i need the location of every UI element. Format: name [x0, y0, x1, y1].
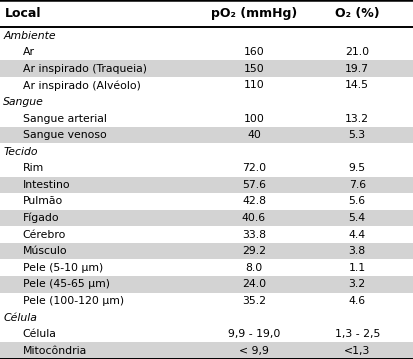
Text: Ambiente: Ambiente	[3, 31, 56, 41]
Text: Rim: Rim	[23, 163, 44, 173]
Text: 57.6: 57.6	[242, 180, 266, 190]
Text: pO₂ (mmHg): pO₂ (mmHg)	[211, 7, 297, 20]
Text: 160: 160	[244, 47, 264, 57]
Text: 19.7: 19.7	[345, 64, 369, 74]
Text: 21.0: 21.0	[345, 47, 369, 57]
Text: 42.8: 42.8	[242, 196, 266, 206]
Text: 3.8: 3.8	[349, 246, 366, 256]
Text: 8.0: 8.0	[245, 263, 263, 273]
Text: Sangue venoso: Sangue venoso	[23, 130, 107, 140]
Text: 9.5: 9.5	[349, 163, 366, 173]
Text: <1,3: <1,3	[344, 346, 370, 356]
Text: < 9,9: < 9,9	[239, 346, 269, 356]
Text: Fígado: Fígado	[23, 213, 59, 223]
Text: Pulmão: Pulmão	[23, 196, 63, 206]
Text: 4.6: 4.6	[349, 296, 366, 306]
Text: Tecido: Tecido	[3, 147, 38, 157]
Text: 72.0: 72.0	[242, 163, 266, 173]
Text: 35.2: 35.2	[242, 296, 266, 306]
Text: 5.3: 5.3	[349, 130, 366, 140]
Text: 40.6: 40.6	[242, 213, 266, 223]
Bar	[0, 60, 413, 77]
Bar	[0, 127, 413, 143]
Text: 150: 150	[244, 64, 264, 74]
Text: Sangue: Sangue	[3, 97, 44, 107]
Text: Músculo: Músculo	[23, 246, 67, 256]
Text: Mitocôndria: Mitocôndria	[23, 346, 87, 356]
Text: 14.5: 14.5	[345, 80, 369, 90]
Text: Ar inspirado (Alvéolo): Ar inspirado (Alvéolo)	[23, 80, 140, 90]
Text: Célula: Célula	[23, 329, 57, 339]
Bar	[0, 276, 413, 293]
Text: 4.4: 4.4	[349, 230, 366, 239]
Text: 9,9 - 19,0: 9,9 - 19,0	[228, 329, 280, 339]
Text: 100: 100	[244, 113, 264, 123]
Text: 1,3 - 2,5: 1,3 - 2,5	[335, 329, 380, 339]
Text: Sangue arterial: Sangue arterial	[23, 113, 107, 123]
Text: O₂ (%): O₂ (%)	[335, 7, 380, 20]
Text: Intestino: Intestino	[23, 180, 70, 190]
Text: Ar inspirado (Traqueia): Ar inspirado (Traqueia)	[23, 64, 147, 74]
Text: 7.6: 7.6	[349, 180, 366, 190]
Text: 33.8: 33.8	[242, 230, 266, 239]
Bar	[0, 177, 413, 193]
Text: 24.0: 24.0	[242, 279, 266, 289]
Text: 5.4: 5.4	[349, 213, 366, 223]
Text: 40: 40	[247, 130, 261, 140]
Text: Local: Local	[5, 7, 42, 20]
Text: Célula: Célula	[3, 313, 37, 322]
Bar	[0, 243, 413, 260]
Text: 3.2: 3.2	[349, 279, 366, 289]
Bar	[0, 210, 413, 226]
Text: 1.1: 1.1	[349, 263, 366, 273]
Text: Pele (100-120 μm): Pele (100-120 μm)	[23, 296, 124, 306]
Text: Pele (5-10 μm): Pele (5-10 μm)	[23, 263, 103, 273]
Bar	[0, 342, 413, 359]
Text: Cérebro: Cérebro	[23, 230, 66, 239]
Text: 5.6: 5.6	[349, 196, 366, 206]
Text: 110: 110	[244, 80, 264, 90]
Text: 13.2: 13.2	[345, 113, 369, 123]
Text: Ar: Ar	[23, 47, 35, 57]
Text: Pele (45-65 μm): Pele (45-65 μm)	[23, 279, 110, 289]
Text: 29.2: 29.2	[242, 246, 266, 256]
